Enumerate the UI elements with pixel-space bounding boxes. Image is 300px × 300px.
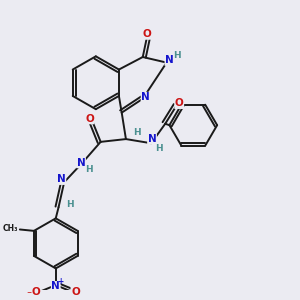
Text: O: O (85, 114, 94, 124)
Text: H: H (85, 165, 93, 174)
Text: O: O (142, 29, 151, 39)
Text: N: N (148, 134, 156, 144)
Text: H: H (133, 128, 141, 136)
Text: N: N (76, 158, 85, 168)
Text: N: N (51, 281, 60, 292)
Text: N: N (57, 174, 66, 184)
Text: ⁻: ⁻ (26, 290, 32, 300)
Text: O: O (32, 287, 40, 297)
Text: CH₃: CH₃ (3, 224, 18, 232)
Text: O: O (71, 287, 80, 297)
Text: O: O (175, 98, 184, 109)
Text: N: N (165, 56, 174, 65)
Text: +: + (57, 277, 63, 286)
Text: H: H (173, 51, 181, 60)
Text: H: H (155, 144, 163, 153)
Text: N: N (141, 92, 150, 102)
Text: H: H (66, 200, 74, 209)
